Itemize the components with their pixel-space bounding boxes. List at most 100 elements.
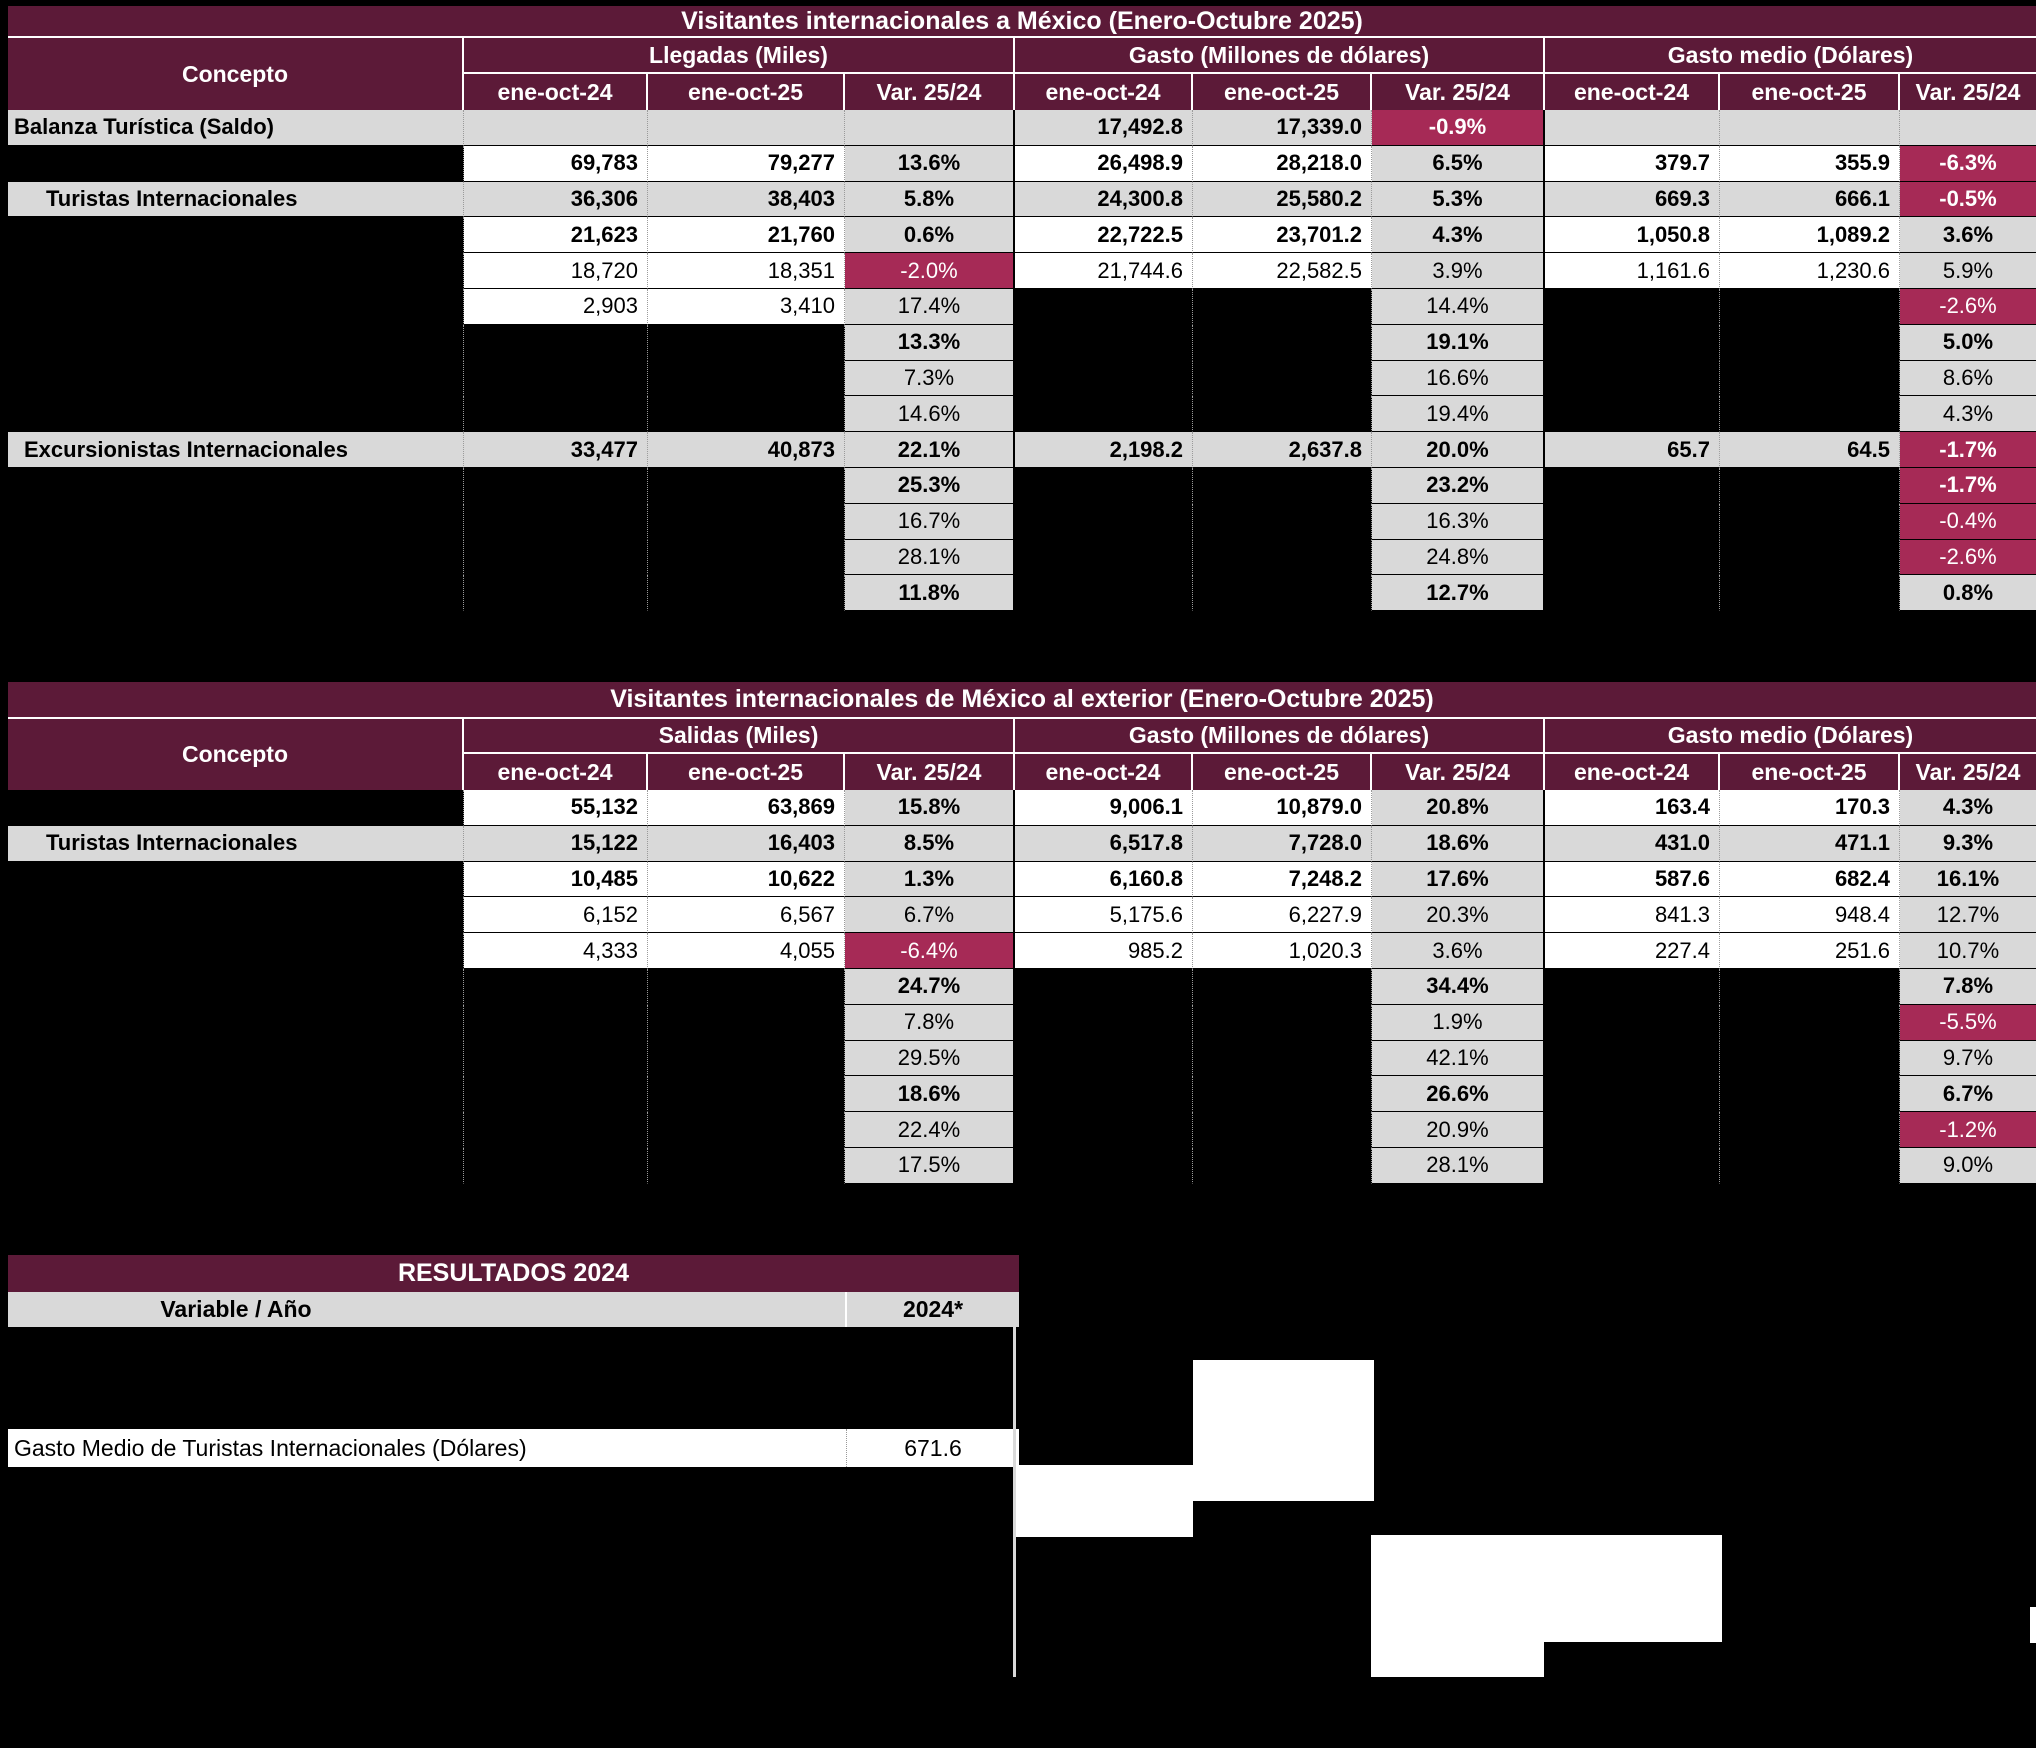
variation-cell[interactable]: 20.0% [1372, 432, 1545, 468]
value-cell[interactable]: 79,277 [648, 145, 845, 182]
variation-cell[interactable]: 25.3% [845, 467, 1015, 504]
value-cell[interactable]: 1,161.6 [1545, 253, 1720, 289]
variation-cell[interactable]: 3.6% [1372, 933, 1545, 969]
negative-variation-cell[interactable]: -0.4% [1900, 503, 2036, 540]
variation-cell[interactable]: 18.6% [845, 1076, 1015, 1113]
variation-cell[interactable]: 12.7% [1372, 575, 1545, 612]
negative-variation-cell[interactable]: -6.3% [1900, 145, 2036, 182]
variation-cell[interactable]: 15.8% [845, 790, 1015, 826]
value-cell[interactable]: 10,622 [648, 861, 845, 898]
period-header[interactable]: ene-oct-25 [648, 74, 845, 110]
value-cell[interactable]: 1,230.6 [1720, 253, 1900, 289]
table1-title[interactable]: Visitantes internacionales a México (Ene… [8, 6, 2036, 38]
value-cell[interactable]: 163.4 [1545, 790, 1720, 826]
year-2024-header[interactable]: 2024* [902, 1296, 964, 1322]
negative-variation-cell[interactable]: -0.5% [1900, 181, 2036, 218]
empty-cell[interactable] [464, 110, 648, 146]
period-header[interactable]: ene-oct-24 [1015, 74, 1193, 110]
variation-cell[interactable]: 28.1% [1372, 1147, 1545, 1184]
value-cell[interactable]: 1,020.3 [1193, 933, 1372, 969]
value-cell[interactable]: 355.9 [1720, 145, 1900, 182]
column-group-header[interactable]: Salidas (Miles) [464, 719, 1015, 754]
variation-cell[interactable]: 11.8% [845, 575, 1015, 612]
negative-variation-cell[interactable]: -2.6% [1900, 539, 2036, 576]
value-cell[interactable]: 471.1 [1720, 825, 1900, 862]
value-cell[interactable]: 6,517.8 [1015, 825, 1193, 862]
value-cell[interactable]: 5,175.6 [1015, 897, 1193, 934]
value-cell[interactable]: 251.6 [1720, 933, 1900, 969]
value-cell[interactable]: 16,403 [648, 825, 845, 862]
column-group-header[interactable]: Gasto medio (Dólares) [1545, 719, 2036, 754]
variation-cell[interactable]: 1.9% [1372, 1004, 1545, 1041]
value-cell[interactable]: 33,477 [464, 432, 648, 468]
period-header[interactable]: Var. 25/24 [1372, 754, 1545, 790]
value-cell[interactable]: 23,701.2 [1193, 217, 1372, 254]
value-cell[interactable]: 65.7 [1545, 432, 1720, 468]
variation-cell[interactable]: 9.0% [1900, 1147, 2036, 1184]
variation-cell[interactable]: 14.4% [1372, 288, 1545, 325]
concept-cell[interactable]: Excursionistas Internacionales [8, 432, 464, 468]
value-cell[interactable]: 55,132 [464, 790, 648, 826]
period-header[interactable]: Var. 25/24 [1372, 74, 1545, 110]
value-cell[interactable]: 170.3 [1720, 790, 1900, 826]
variation-cell[interactable]: 28.1% [845, 539, 1015, 576]
value-cell[interactable]: 2,198.2 [1015, 432, 1193, 468]
concept-column-header[interactable]: Concepto [8, 38, 464, 110]
negative-variation-cell[interactable]: -6.4% [845, 933, 1015, 969]
concept-cell[interactable]: Turistas Internacionales [8, 825, 464, 862]
period-header[interactable]: ene-oct-24 [464, 754, 648, 790]
variation-cell[interactable]: 14.6% [845, 396, 1015, 433]
value-cell[interactable]: 985.2 [1015, 933, 1193, 969]
gasto-medio-value[interactable]: 671.6 [904, 1434, 962, 1461]
variation-cell[interactable]: 23.2% [1372, 467, 1545, 504]
column-group-header[interactable]: Llegadas (Miles) [464, 38, 1015, 74]
value-cell[interactable]: 3,410 [648, 288, 845, 325]
variation-cell[interactable]: 8.6% [1900, 360, 2036, 397]
variation-cell[interactable]: 19.4% [1372, 396, 1545, 433]
value-cell[interactable]: 24,300.8 [1015, 181, 1193, 218]
value-cell[interactable]: 379.7 [1545, 145, 1720, 182]
value-cell[interactable]: 22,582.5 [1193, 253, 1372, 289]
value-cell[interactable]: 669.3 [1545, 181, 1720, 218]
negative-variation-cell[interactable]: -1.2% [1900, 1112, 2036, 1148]
period-header[interactable]: ene-oct-25 [1193, 754, 1372, 790]
variation-cell[interactable]: 10.7% [1900, 933, 2036, 969]
variation-cell[interactable]: 5.0% [1900, 324, 2036, 361]
value-cell[interactable]: 4,333 [464, 933, 648, 969]
variation-cell[interactable]: 12.7% [1900, 897, 2036, 934]
concept-column-header[interactable]: Concepto [8, 719, 464, 790]
variation-cell[interactable]: 9.3% [1900, 825, 2036, 862]
value-cell[interactable]: 666.1 [1720, 181, 1900, 218]
variation-cell[interactable]: 13.6% [845, 145, 1015, 182]
empty-cell[interactable] [1720, 110, 1900, 146]
value-cell[interactable]: 7,248.2 [1193, 861, 1372, 898]
value-cell[interactable]: 6,227.9 [1193, 897, 1372, 934]
variation-cell[interactable]: 6.7% [845, 897, 1015, 934]
variation-cell[interactable]: 29.5% [845, 1040, 1015, 1077]
variation-cell[interactable]: 3.6% [1900, 217, 2036, 254]
value-cell[interactable]: 10,879.0 [1193, 790, 1372, 826]
variation-cell[interactable]: 22.1% [845, 432, 1015, 468]
variation-cell[interactable]: 4.3% [1900, 396, 2036, 433]
variation-cell[interactable]: 9.7% [1900, 1040, 2036, 1077]
value-cell[interactable]: 227.4 [1545, 933, 1720, 969]
variation-cell[interactable]: 13.3% [845, 324, 1015, 361]
variation-cell[interactable]: 5.9% [1900, 253, 2036, 289]
variation-cell[interactable]: 4.3% [1900, 790, 2036, 826]
value-cell[interactable]: 6,152 [464, 897, 648, 934]
value-cell[interactable]: 18,720 [464, 253, 648, 289]
value-cell[interactable]: 6,567 [648, 897, 845, 934]
value-cell[interactable]: 682.4 [1720, 861, 1900, 898]
variation-cell[interactable]: 16.3% [1372, 503, 1545, 540]
value-cell[interactable]: 948.4 [1720, 897, 1900, 934]
variation-cell[interactable]: 19.1% [1372, 324, 1545, 361]
column-group-header[interactable]: Gasto (Millones de dólares) [1015, 38, 1545, 74]
variation-cell[interactable]: 20.9% [1372, 1112, 1545, 1148]
value-cell[interactable]: 15,122 [464, 825, 648, 862]
value-cell[interactable]: 431.0 [1545, 825, 1720, 862]
negative-variation-cell[interactable]: -1.7% [1900, 432, 2036, 468]
value-cell[interactable]: 69,783 [464, 145, 648, 182]
variation-cell[interactable]: 20.3% [1372, 897, 1545, 934]
value-cell[interactable]: 1,089.2 [1720, 217, 1900, 254]
variable-year-header[interactable]: Variable / Año [8, 1292, 847, 1327]
